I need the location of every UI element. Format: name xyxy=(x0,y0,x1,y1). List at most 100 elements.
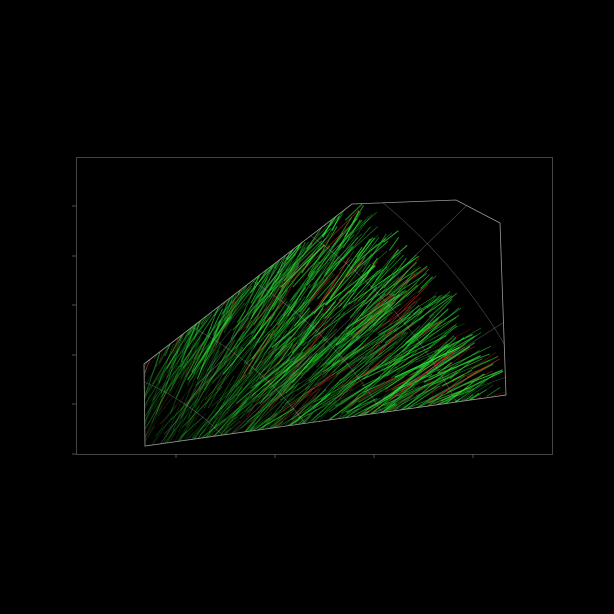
fiber xyxy=(250,417,261,430)
fiber xyxy=(187,316,230,381)
fiber xyxy=(345,294,400,329)
fiber xyxy=(171,416,196,446)
fiber xyxy=(247,323,282,369)
fiber xyxy=(387,246,399,258)
fiber xyxy=(198,401,226,438)
fiber xyxy=(163,398,199,435)
fiber xyxy=(276,369,337,421)
fiber xyxy=(144,428,176,446)
fiber xyxy=(189,352,199,366)
fiber xyxy=(358,215,369,231)
fiber xyxy=(355,238,387,264)
fiber xyxy=(349,264,371,294)
fiber xyxy=(251,284,281,338)
fiber xyxy=(408,361,430,382)
fiber xyxy=(379,325,421,366)
fiber xyxy=(427,295,440,309)
fiber xyxy=(384,295,453,344)
fiber xyxy=(229,374,247,390)
fiber xyxy=(217,309,250,370)
fiber xyxy=(253,305,279,348)
fiber xyxy=(335,303,402,346)
fiber xyxy=(288,372,303,384)
fiber xyxy=(429,323,458,342)
fiber xyxy=(209,296,232,351)
fiber xyxy=(159,347,169,364)
fiber xyxy=(293,353,350,416)
fiber xyxy=(222,316,271,375)
fiber xyxy=(184,349,217,412)
fiber xyxy=(207,346,243,409)
fiber xyxy=(471,356,499,370)
fiber xyxy=(235,417,287,446)
fiber xyxy=(210,371,253,421)
fiber xyxy=(244,368,299,434)
fiber xyxy=(278,265,304,309)
fiber xyxy=(394,346,460,378)
fiber xyxy=(251,359,290,389)
fiber xyxy=(351,205,364,225)
fiber xyxy=(223,401,248,433)
fiber xyxy=(328,383,372,406)
fiber xyxy=(240,382,290,429)
fiber xyxy=(231,288,252,312)
fiber xyxy=(145,424,197,446)
fiber xyxy=(251,379,271,397)
fiber xyxy=(348,255,420,305)
fiber xyxy=(212,376,261,424)
fiber xyxy=(275,360,293,376)
fiber xyxy=(269,300,288,327)
fiber xyxy=(354,267,397,323)
fiber xyxy=(306,324,359,368)
fiber xyxy=(291,388,327,421)
fiber xyxy=(272,241,306,311)
fiber xyxy=(197,343,222,390)
fiber xyxy=(353,249,399,304)
fiber xyxy=(309,369,367,432)
fiber xyxy=(180,369,215,417)
fiber xyxy=(396,268,430,305)
fiber xyxy=(358,373,407,403)
axis-ticks xyxy=(72,205,474,458)
fiber xyxy=(207,321,218,340)
fiber xyxy=(177,367,213,433)
fiber xyxy=(298,312,324,342)
fiber xyxy=(160,405,178,425)
fiber xyxy=(155,350,179,415)
fiber xyxy=(326,404,348,423)
frame xyxy=(76,157,553,455)
fiber xyxy=(370,252,401,288)
fiber xyxy=(214,386,243,427)
fiber xyxy=(210,401,247,440)
fiber xyxy=(364,344,386,364)
fiber xyxy=(144,387,150,417)
fiber xyxy=(468,377,486,390)
fiber xyxy=(170,379,199,411)
fiber xyxy=(323,248,354,275)
fiber xyxy=(388,284,429,326)
fiber xyxy=(211,374,246,407)
fiber xyxy=(369,306,412,355)
fiber xyxy=(423,358,483,388)
fiber xyxy=(289,394,306,410)
fiber xyxy=(344,203,363,221)
fiber xyxy=(247,306,280,345)
fiber xyxy=(401,324,428,349)
fiber xyxy=(251,379,271,397)
fiber xyxy=(170,363,226,421)
fiber xyxy=(282,404,306,428)
fiber xyxy=(313,246,363,315)
fiber xyxy=(279,378,291,392)
fiber xyxy=(194,381,209,411)
fiber xyxy=(297,309,311,325)
fiber xyxy=(269,298,302,337)
fiber xyxy=(196,407,239,442)
fiber xyxy=(246,368,280,418)
fiber xyxy=(187,316,230,381)
fiber xyxy=(202,381,262,434)
fiber xyxy=(240,309,253,330)
fiber xyxy=(144,354,157,387)
fiber xyxy=(210,407,255,441)
fiber xyxy=(212,285,253,335)
fiber xyxy=(191,386,244,438)
